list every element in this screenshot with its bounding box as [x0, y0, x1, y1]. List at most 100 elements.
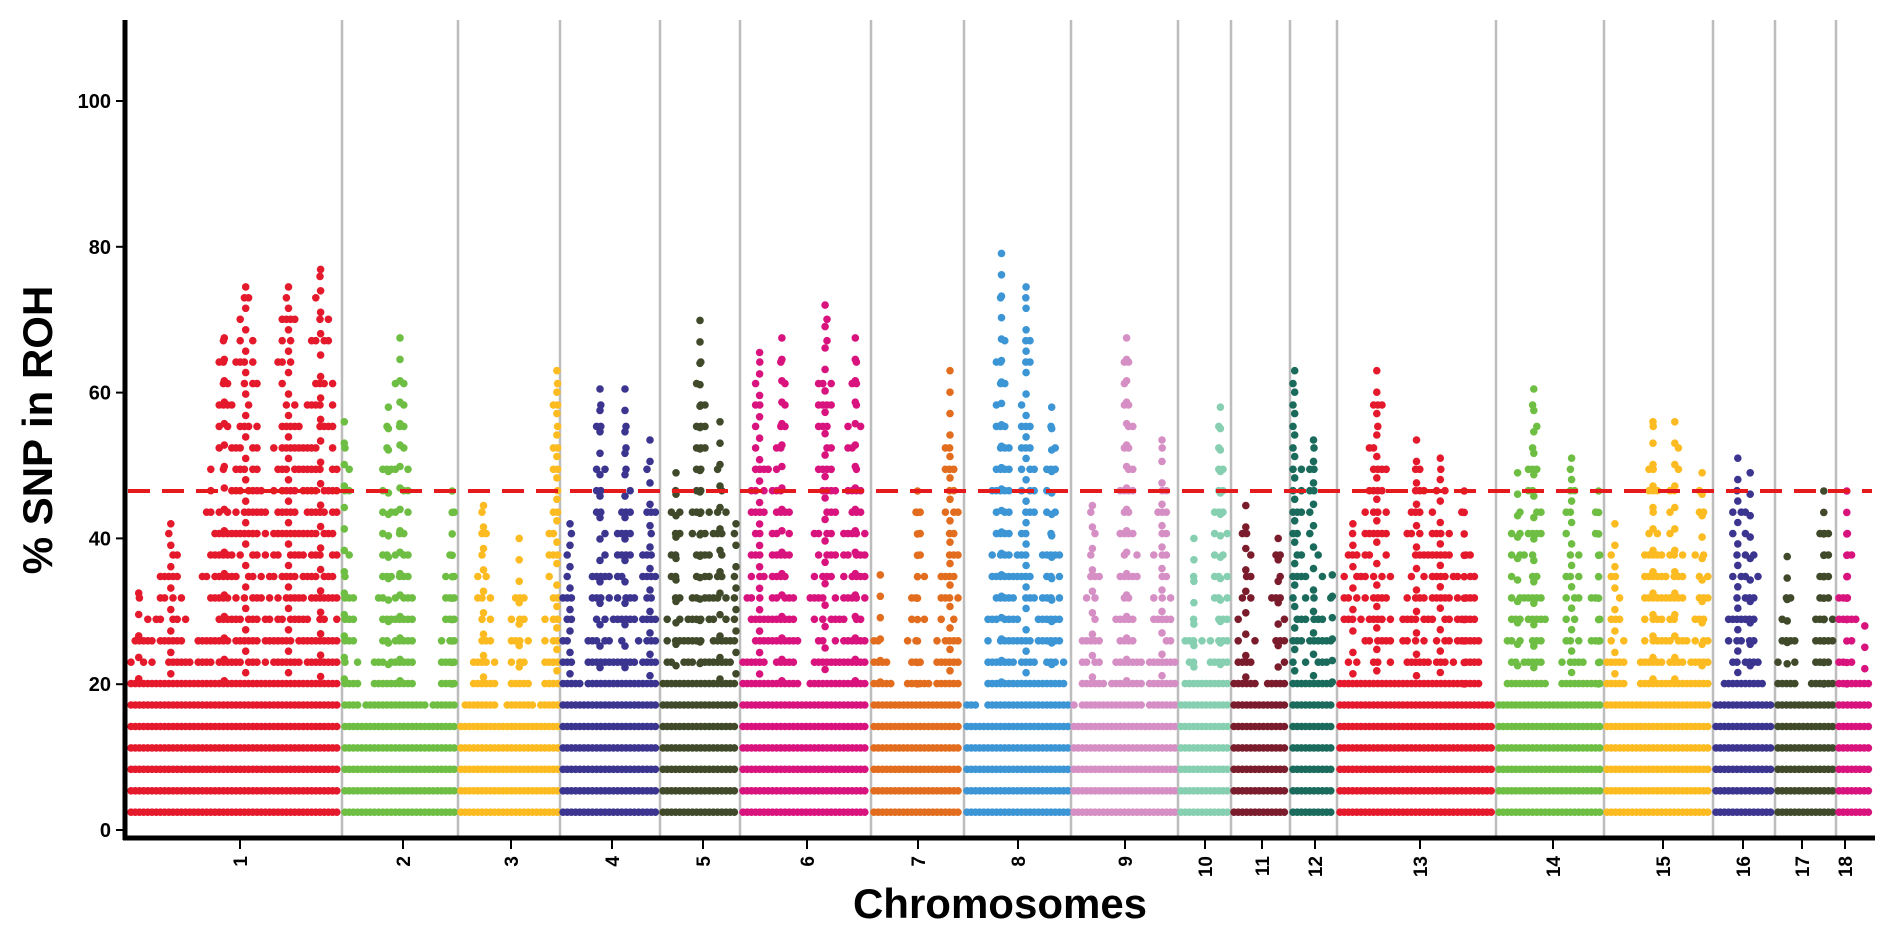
data-point	[1596, 744, 1604, 752]
data-point	[1318, 572, 1327, 581]
peak-point	[553, 581, 561, 589]
data-point	[324, 315, 333, 324]
peak-point	[913, 594, 922, 602]
data-point	[1537, 529, 1545, 538]
peak-point	[241, 454, 250, 463]
peak-point	[479, 523, 488, 531]
data-point	[353, 679, 362, 688]
peak-point	[566, 605, 574, 614]
peak-point	[696, 531, 704, 539]
peak-point	[316, 522, 325, 531]
data-point	[823, 422, 831, 431]
data-point	[1596, 808, 1604, 816]
peak-point	[1513, 469, 1522, 477]
peak-point	[1373, 474, 1381, 482]
peak-point	[316, 437, 325, 445]
peak-point	[821, 644, 829, 652]
peak-point	[1309, 436, 1318, 444]
data-point	[1575, 572, 1583, 581]
peak-point	[696, 509, 704, 518]
data-point	[450, 808, 459, 816]
peak-point	[396, 505, 404, 514]
peak-point	[1649, 482, 1657, 490]
data-point	[1729, 529, 1737, 538]
peak-point	[396, 334, 404, 342]
peak-point	[1158, 500, 1166, 509]
peak-point	[284, 304, 293, 313]
peak-point	[716, 675, 724, 683]
peak-point	[553, 431, 561, 439]
data-point	[950, 615, 958, 624]
data-point	[1683, 637, 1691, 645]
peak-point	[553, 517, 561, 525]
data-points	[127, 249, 1873, 816]
data-point	[474, 572, 482, 581]
data-point	[1166, 637, 1175, 645]
peak-point	[851, 634, 860, 642]
peak-point	[755, 541, 764, 550]
data-point	[478, 594, 486, 602]
peak-point	[1190, 534, 1198, 543]
data-point	[1445, 529, 1453, 538]
peak-point	[241, 326, 250, 334]
data-point	[709, 615, 718, 624]
peak-point	[241, 347, 250, 356]
peak-point	[340, 610, 349, 619]
peak-point	[1649, 525, 1657, 533]
peak-point	[396, 462, 404, 471]
peak-point	[220, 398, 229, 407]
peak-point	[1412, 521, 1421, 530]
data-point	[1301, 572, 1310, 581]
data-point	[831, 508, 840, 516]
data-point	[722, 508, 730, 516]
peak-point	[1290, 559, 1299, 568]
peak-point	[553, 667, 561, 675]
data-point	[173, 615, 181, 624]
peak-point	[479, 609, 488, 617]
chromosome-1-points	[127, 265, 341, 816]
data-point	[328, 401, 337, 409]
peak-point	[596, 513, 604, 522]
data-point	[333, 658, 341, 666]
peak-point	[1373, 645, 1381, 654]
peak-point	[1349, 562, 1357, 571]
data-point	[437, 637, 446, 645]
peak-point	[646, 543, 654, 551]
peak-point	[1158, 436, 1166, 444]
peak-point	[1290, 409, 1299, 418]
data-point	[299, 594, 308, 602]
data-point	[291, 572, 299, 581]
data-point	[1566, 508, 1575, 516]
peak-point	[646, 629, 654, 637]
peak-point	[220, 484, 229, 492]
peak-point	[220, 527, 229, 535]
data-point	[945, 444, 954, 452]
peak-point	[851, 591, 860, 599]
data-point	[207, 658, 215, 666]
data-point	[186, 658, 194, 666]
peak-point	[1190, 556, 1198, 564]
data-point	[541, 637, 549, 645]
peak-point	[821, 344, 829, 352]
data-point	[1059, 658, 1068, 666]
data-point	[1353, 658, 1361, 666]
peak-point	[284, 326, 293, 334]
peak-point	[821, 387, 829, 395]
data-point	[823, 336, 831, 345]
data-point	[1678, 594, 1687, 602]
data-point	[316, 465, 324, 474]
data-point	[730, 529, 739, 538]
data-point	[1055, 594, 1064, 602]
peak-point	[241, 497, 250, 506]
peak-point	[696, 359, 704, 368]
data-point	[950, 465, 958, 474]
chromosome-16-points	[1712, 454, 1775, 816]
peak-point	[755, 413, 764, 421]
data-point	[520, 615, 528, 624]
data-point	[257, 572, 266, 581]
data-point	[482, 572, 491, 581]
peak-point	[755, 584, 764, 593]
peak-point	[340, 503, 349, 512]
peak-point	[316, 651, 325, 659]
data-point	[1306, 529, 1314, 538]
